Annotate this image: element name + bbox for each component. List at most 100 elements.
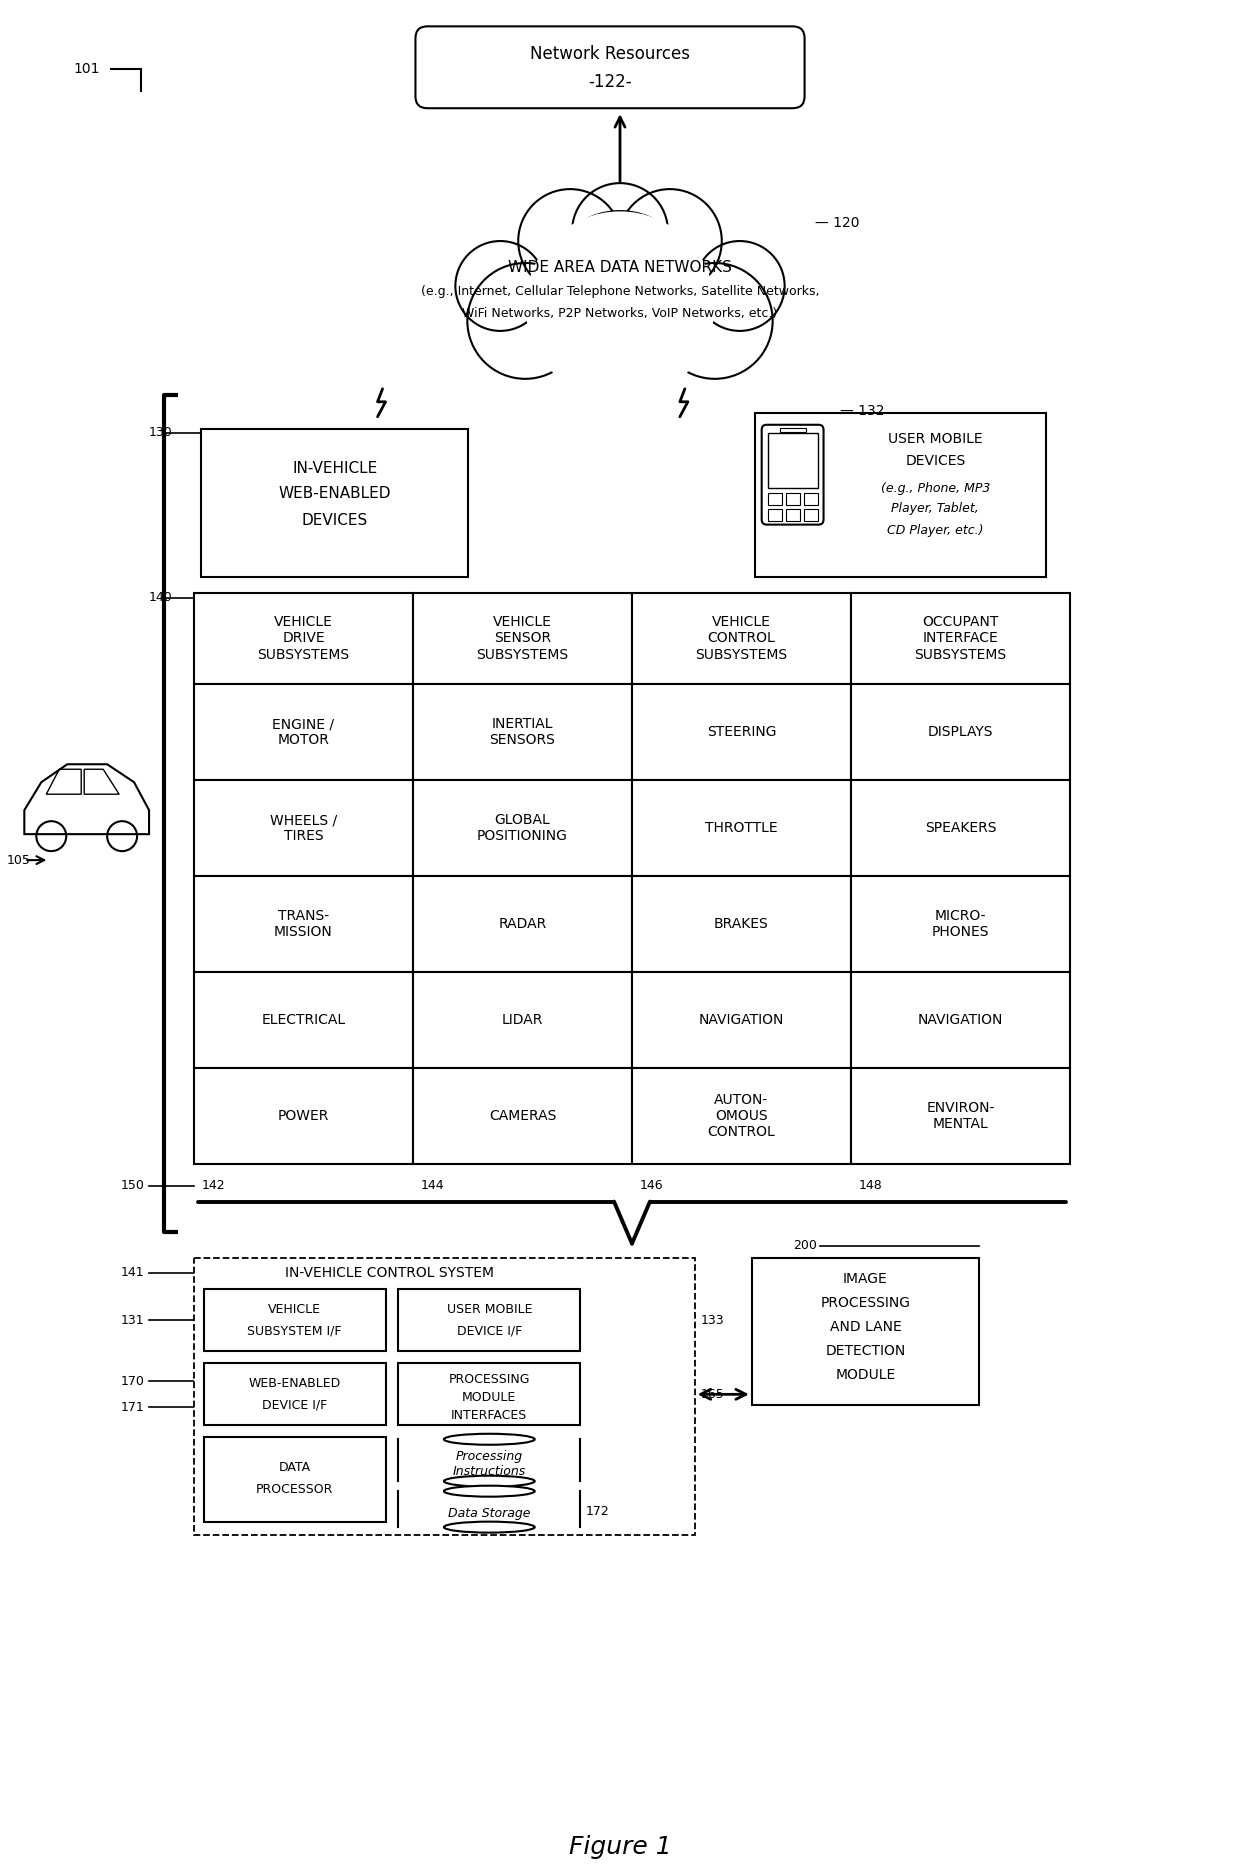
Bar xyxy=(413,780,632,876)
Circle shape xyxy=(694,240,785,330)
Bar xyxy=(413,685,632,780)
Bar xyxy=(193,1257,694,1535)
Text: ENGINE /
MOTOR: ENGINE / MOTOR xyxy=(273,717,335,747)
Bar xyxy=(804,493,817,505)
Bar xyxy=(193,1067,413,1163)
Text: PROCESSING: PROCESSING xyxy=(449,1373,529,1386)
Bar xyxy=(201,430,469,576)
Text: 200: 200 xyxy=(794,1238,817,1251)
Bar xyxy=(193,593,1070,1163)
Circle shape xyxy=(467,263,583,379)
Bar xyxy=(751,1257,980,1405)
Text: MODULE: MODULE xyxy=(836,1368,895,1383)
Bar xyxy=(203,1437,386,1521)
Text: — 120: — 120 xyxy=(815,216,859,231)
Text: 170: 170 xyxy=(122,1375,145,1388)
Circle shape xyxy=(657,263,773,379)
Circle shape xyxy=(572,184,668,280)
Text: INERTIAL
SENSORS: INERTIAL SENSORS xyxy=(490,717,556,747)
Text: THROTTLE: THROTTLE xyxy=(706,822,777,835)
Text: ENVIRON-
MENTAL: ENVIRON- MENTAL xyxy=(926,1101,994,1131)
Text: MICRO-
PHONES: MICRO- PHONES xyxy=(931,908,990,940)
Text: IN-VEHICLE CONTROL SYSTEM: IN-VEHICLE CONTROL SYSTEM xyxy=(285,1266,494,1279)
Text: 131: 131 xyxy=(122,1313,145,1326)
Text: VEHICLE
DRIVE
SUBSYSTEMS: VEHICLE DRIVE SUBSYSTEMS xyxy=(258,615,350,662)
Bar xyxy=(413,876,632,972)
Bar xyxy=(632,593,851,685)
Text: USER MOBILE: USER MOBILE xyxy=(888,431,982,446)
Bar xyxy=(398,1364,580,1426)
Text: MODULE: MODULE xyxy=(463,1390,516,1403)
Bar xyxy=(786,493,800,505)
FancyBboxPatch shape xyxy=(761,424,823,525)
Circle shape xyxy=(526,212,714,401)
Text: LIDAR: LIDAR xyxy=(502,1013,543,1026)
Text: 141: 141 xyxy=(122,1266,145,1279)
Bar xyxy=(786,508,800,522)
Text: WiFi Networks, P2P Networks, VoIP Networks, etc.): WiFi Networks, P2P Networks, VoIP Networ… xyxy=(463,308,777,321)
Text: 144: 144 xyxy=(420,1180,445,1191)
Bar xyxy=(768,508,781,522)
Text: AND LANE: AND LANE xyxy=(830,1321,901,1334)
Text: 101: 101 xyxy=(73,62,99,77)
Bar xyxy=(193,780,413,876)
Bar xyxy=(851,972,1070,1067)
Bar xyxy=(632,972,851,1067)
Text: DETECTION: DETECTION xyxy=(826,1345,905,1358)
Text: STEERING: STEERING xyxy=(707,726,776,739)
Text: WEB-ENABLED: WEB-ENABLED xyxy=(248,1377,341,1390)
Text: CAMERAS: CAMERAS xyxy=(489,1109,557,1122)
Text: Network Resources: Network Resources xyxy=(529,45,689,64)
FancyBboxPatch shape xyxy=(415,26,805,109)
Bar xyxy=(203,1364,386,1426)
Circle shape xyxy=(618,189,722,293)
Text: — 132: — 132 xyxy=(839,403,884,418)
Text: RADAR: RADAR xyxy=(498,917,547,930)
Text: 150: 150 xyxy=(122,1180,145,1191)
Circle shape xyxy=(518,189,622,293)
Bar xyxy=(632,1067,851,1163)
Text: Data Storage: Data Storage xyxy=(448,1506,531,1520)
Text: -122-: -122- xyxy=(588,73,632,92)
Bar xyxy=(768,493,781,505)
Bar xyxy=(193,593,413,685)
Text: Figure 1: Figure 1 xyxy=(569,1835,671,1859)
Text: GLOBAL
POSITIONING: GLOBAL POSITIONING xyxy=(477,812,568,844)
Text: Processing
Instructions: Processing Instructions xyxy=(453,1450,526,1478)
Text: USER MOBILE: USER MOBILE xyxy=(446,1304,532,1315)
Bar xyxy=(193,972,413,1067)
Bar xyxy=(203,1289,386,1351)
Bar xyxy=(632,876,851,972)
Text: DEVICES: DEVICES xyxy=(905,454,966,467)
Bar xyxy=(193,685,413,780)
Text: NAVIGATION: NAVIGATION xyxy=(918,1013,1003,1026)
Text: PROCESSING: PROCESSING xyxy=(821,1296,910,1311)
Text: DEVICE I/F: DEVICE I/F xyxy=(262,1399,327,1413)
Text: 140: 140 xyxy=(149,591,172,604)
Text: 142: 142 xyxy=(202,1180,226,1191)
Bar xyxy=(193,876,413,972)
Circle shape xyxy=(546,212,694,360)
Text: IMAGE: IMAGE xyxy=(843,1272,888,1287)
Ellipse shape xyxy=(444,1433,534,1445)
Text: VEHICLE
CONTROL
SUBSYSTEMS: VEHICLE CONTROL SUBSYSTEMS xyxy=(696,615,787,662)
Bar xyxy=(851,876,1070,972)
Text: ELECTRICAL: ELECTRICAL xyxy=(262,1013,346,1026)
Text: WIDE AREA DATA NETWORKS: WIDE AREA DATA NETWORKS xyxy=(508,261,732,276)
Circle shape xyxy=(455,240,546,330)
Text: SUBSYSTEM I/F: SUBSYSTEM I/F xyxy=(248,1324,342,1338)
Text: 148: 148 xyxy=(859,1180,883,1191)
Bar xyxy=(632,780,851,876)
Text: 133: 133 xyxy=(701,1313,724,1326)
Ellipse shape xyxy=(444,1521,534,1533)
Bar xyxy=(413,1067,632,1163)
Text: IN-VEHICLE: IN-VEHICLE xyxy=(291,461,377,477)
Text: TRANS-
MISSION: TRANS- MISSION xyxy=(274,908,332,940)
Text: DISPLAYS: DISPLAYS xyxy=(928,726,993,739)
Text: BRAKES: BRAKES xyxy=(714,917,769,930)
Text: 165: 165 xyxy=(701,1388,724,1401)
Text: DEVICES: DEVICES xyxy=(301,514,368,529)
Bar xyxy=(413,972,632,1067)
Bar xyxy=(632,685,851,780)
Text: OCCUPANT
INTERFACE
SUBSYSTEMS: OCCUPANT INTERFACE SUBSYSTEMS xyxy=(914,615,1007,662)
